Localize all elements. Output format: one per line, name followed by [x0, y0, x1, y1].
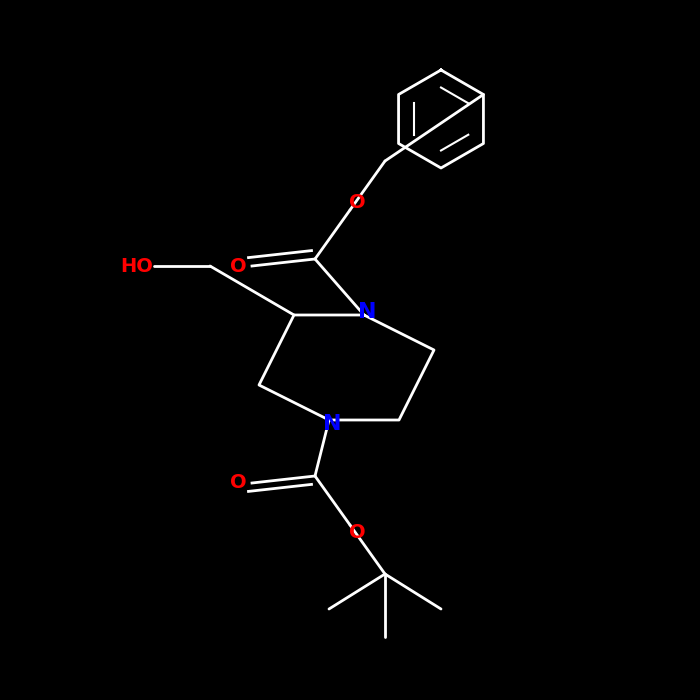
Text: O: O	[349, 193, 365, 213]
Text: HO: HO	[120, 256, 153, 276]
Text: O: O	[349, 522, 365, 542]
Text: O: O	[230, 473, 246, 493]
Text: O: O	[230, 256, 246, 276]
Text: N: N	[358, 302, 377, 321]
Text: N: N	[323, 414, 342, 433]
